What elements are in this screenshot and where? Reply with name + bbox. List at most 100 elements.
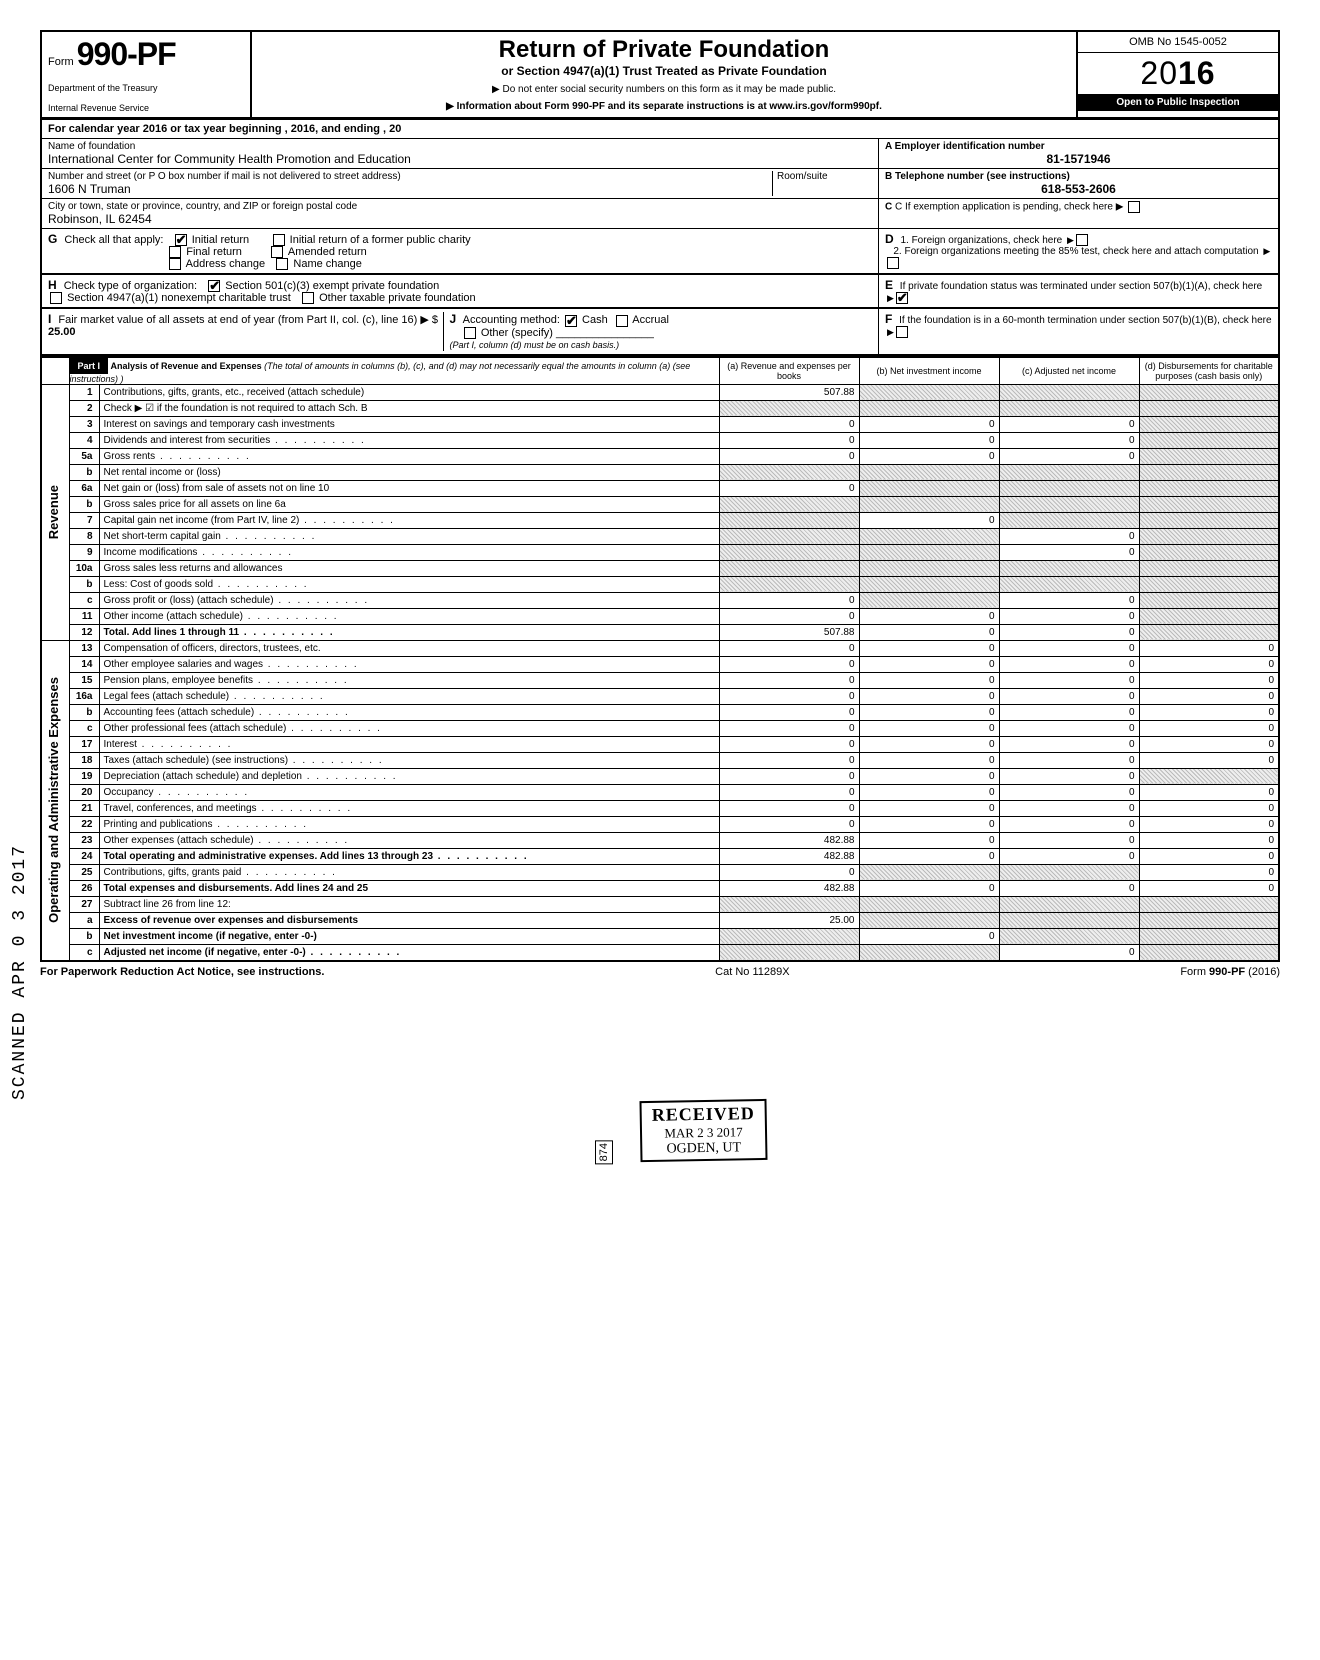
501c3-checkbox[interactable] (208, 280, 220, 292)
foreign-85-checkbox[interactable] (887, 257, 899, 269)
initial-return-former-checkbox[interactable] (273, 234, 285, 246)
name-change-checkbox[interactable] (276, 258, 288, 270)
address-change-checkbox[interactable] (169, 258, 181, 270)
row-number: 23 (69, 832, 99, 848)
row-value-col-b: 0 (859, 848, 999, 864)
table-row: bLess: Cost of goods sold (41, 576, 1279, 592)
foreign-org-checkbox[interactable] (1076, 234, 1088, 246)
row-value-col-d: 0 (1139, 816, 1279, 832)
title-box: Return of Private Foundation or Section … (252, 32, 1078, 117)
city-state-zip: Robinson, IL 62454 (48, 212, 872, 226)
row-number: 27 (69, 896, 99, 912)
f-label: If the foundation is in a 60-month termi… (899, 315, 1271, 326)
row-value-col-c: 0 (999, 816, 1139, 832)
year-box: OMB No 1545-0052 2016 Open to Public Ins… (1078, 32, 1278, 117)
row-value-col-a (719, 496, 859, 512)
row-description: Excess of revenue over expenses and disb… (99, 912, 719, 928)
exemption-pending-cell: C C If exemption application is pending,… (879, 199, 1278, 215)
initial-return-checkbox[interactable] (175, 234, 187, 246)
row-description: Check ▶ ☑ if the foundation is not requi… (99, 400, 719, 416)
row-value-col-b (859, 480, 999, 496)
row-value-col-c: 0 (999, 720, 1139, 736)
exemption-checkbox[interactable] (1128, 201, 1140, 213)
table-row: 16aLegal fees (attach schedule)0000 (41, 688, 1279, 704)
row-value-col-c: 0 (999, 672, 1139, 688)
year-digits: 16 (1178, 55, 1216, 91)
cash-checkbox[interactable] (565, 315, 577, 327)
amended-return-checkbox[interactable] (271, 246, 283, 258)
dept-treasury: Department of the Treasury (48, 83, 244, 93)
other-method-checkbox[interactable] (464, 327, 476, 339)
row-value-col-d: 0 (1139, 880, 1279, 896)
row-number: c (69, 720, 99, 736)
omb-number: OMB No 1545-0052 (1078, 32, 1278, 53)
table-row: 17Interest0000 (41, 736, 1279, 752)
accrual-checkbox[interactable] (616, 315, 628, 327)
row-value-col-a: 0 (719, 416, 859, 432)
stamp-number: 874 (595, 1140, 613, 1164)
row-number: 11 (69, 608, 99, 624)
row-value-col-c: 0 (999, 880, 1139, 896)
scanned-stamp: SCANNED APR 0 3 2017 (10, 844, 30, 1100)
row-value-col-a: 482.88 (719, 848, 859, 864)
row-value-col-c: 0 (999, 528, 1139, 544)
terminated-checkbox[interactable] (896, 292, 908, 304)
row-number: 8 (69, 528, 99, 544)
row-description: Travel, conferences, and meetings (99, 800, 719, 816)
row-value-col-a (719, 560, 859, 576)
row-value-col-a: 0 (719, 784, 859, 800)
telephone-cell: B Telephone number (see instructions) 61… (879, 169, 1278, 199)
row-value-col-b: 0 (859, 816, 999, 832)
row-value-col-d (1139, 384, 1279, 400)
row-value-col-d: 0 (1139, 864, 1279, 880)
form-id-box: Form 990-PF Department of the Treasury I… (42, 32, 252, 117)
final-return-checkbox[interactable] (169, 246, 181, 258)
row-value-col-a: 507.88 (719, 384, 859, 400)
row-value-col-c (999, 896, 1139, 912)
row-value-col-d: 0 (1139, 720, 1279, 736)
row-value-col-b (859, 576, 999, 592)
section-ij-row: I Fair market value of all assets at end… (40, 308, 1280, 355)
other-taxable-checkbox[interactable] (302, 292, 314, 304)
year-prefix: 20 (1140, 55, 1178, 91)
col-d-header: (d) Disbursements for charitable purpose… (1139, 357, 1279, 385)
row-number: 13 (69, 640, 99, 656)
row-number: 19 (69, 768, 99, 784)
g-opt-4: Address change (186, 258, 266, 270)
60month-checkbox[interactable] (896, 326, 908, 338)
street-address: 1606 N Truman (48, 182, 772, 196)
row-value-col-b: 0 (859, 624, 999, 640)
row-value-col-a: 0 (719, 688, 859, 704)
row-value-col-b: 0 (859, 672, 999, 688)
table-row: cOther professional fees (attach schedul… (41, 720, 1279, 736)
row-value-col-a: 0 (719, 608, 859, 624)
row-value-col-c: 0 (999, 800, 1139, 816)
row-description: Less: Cost of goods sold (99, 576, 719, 592)
table-row: 4Dividends and interest from securities0… (41, 432, 1279, 448)
row-value-col-c: 0 (999, 656, 1139, 672)
4947-checkbox[interactable] (50, 292, 62, 304)
row-value-col-b: 0 (859, 448, 999, 464)
name-label: Name of foundation (48, 141, 872, 152)
identification-block: Name of foundation International Center … (40, 139, 1280, 228)
row-value-col-d (1139, 400, 1279, 416)
form-title: Return of Private Foundation (260, 36, 1068, 64)
row-value-col-c (999, 912, 1139, 928)
row-description: Total operating and administrative expen… (99, 848, 719, 864)
row-number: b (69, 704, 99, 720)
table-row: cAdjusted net income (if negative, enter… (41, 944, 1279, 961)
row-number: 3 (69, 416, 99, 432)
table-row: 5aGross rents000 (41, 448, 1279, 464)
row-value-col-d (1139, 544, 1279, 560)
g-opt-5: Name change (293, 258, 362, 270)
table-row: 12Total. Add lines 1 through 11507.8800 (41, 624, 1279, 640)
row-value-col-d: 0 (1139, 848, 1279, 864)
tel-label: B Telephone number (see instructions) (885, 171, 1070, 182)
row-value-col-b (859, 560, 999, 576)
row-value-col-d (1139, 576, 1279, 592)
g-label: Check all that apply: (64, 234, 163, 246)
row-value-col-d: 0 (1139, 832, 1279, 848)
table-row: 7Capital gain net income (from Part IV, … (41, 512, 1279, 528)
row-value-col-b (859, 400, 999, 416)
row-value-col-c: 0 (999, 736, 1139, 752)
